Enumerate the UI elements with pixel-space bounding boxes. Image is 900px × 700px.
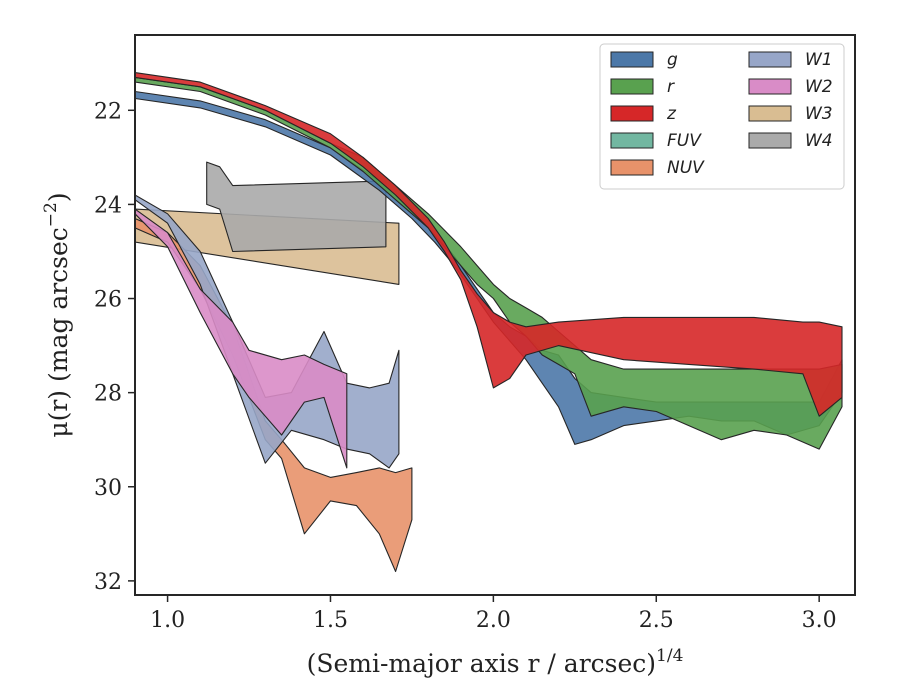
y-tick-label: 26 (94, 288, 122, 313)
x-tick-label: 1.5 (313, 608, 348, 633)
y-tick-label: 32 (94, 570, 122, 595)
legend-item-r: r (610, 77, 675, 97)
legend-swatch (748, 78, 792, 95)
legend-label: g (667, 50, 678, 70)
legend-item-w4: W4 (748, 131, 833, 151)
x-tick-label: 1.0 (150, 608, 185, 633)
y-axis: 22 24 26 28 30 32 (94, 99, 135, 595)
x-tick-label: 2.0 (476, 608, 511, 633)
series-band-z (135, 72, 843, 417)
y-tick-label: 28 (94, 382, 122, 407)
legend-item-fuv: FUV (610, 131, 702, 151)
legend-item-nuv: NUV (610, 158, 705, 178)
y-tick-label: 30 (94, 476, 122, 501)
series-band-r (135, 76, 843, 450)
legend: grz FUV NUV W1 W2 W3 W4 (599, 43, 845, 190)
legend-item-g: g (610, 50, 678, 70)
legend-label: FUV (667, 131, 702, 151)
legend-item-w1: W1 (748, 50, 833, 70)
plot-area (135, 72, 843, 573)
y-tick-label: 24 (94, 193, 122, 218)
legend-swatch (610, 132, 654, 149)
series-band-w2 (135, 208, 348, 469)
legend-swatch (748, 105, 792, 122)
legend-label: NUV (667, 158, 705, 178)
legend-label: W3 (805, 104, 833, 124)
legend-label: W4 (805, 131, 833, 151)
legend-swatch (748, 132, 792, 149)
legend-swatch (748, 51, 792, 68)
legend-swatch (610, 51, 654, 68)
y-tick-label: 22 (94, 99, 122, 124)
legend-item-w3: W3 (748, 104, 833, 124)
legend-label: z (666, 104, 677, 124)
legend-item-w2: W2 (748, 77, 833, 97)
x-tick-label: 2.5 (639, 608, 674, 633)
x-axis: 1.0 1.5 2.0 2.5 3.0 (150, 595, 837, 633)
legend-swatch (610, 78, 654, 95)
series-band-w4 (206, 161, 387, 253)
legend-label: W2 (805, 77, 833, 97)
legend-swatch (610, 105, 654, 122)
axes-frame (134, 34, 856, 596)
legend-swatch (610, 159, 654, 176)
y-axis-label: μ(r) (mag arcsec−2) (41, 192, 73, 437)
x-axis-label: (Semi-major axis r / arcsec)1/4 (307, 646, 684, 678)
legend-item-z: z (610, 104, 677, 124)
legend-label: W1 (805, 50, 833, 70)
x-tick-label: 3.0 (802, 608, 837, 633)
legend-label: r (667, 77, 675, 97)
